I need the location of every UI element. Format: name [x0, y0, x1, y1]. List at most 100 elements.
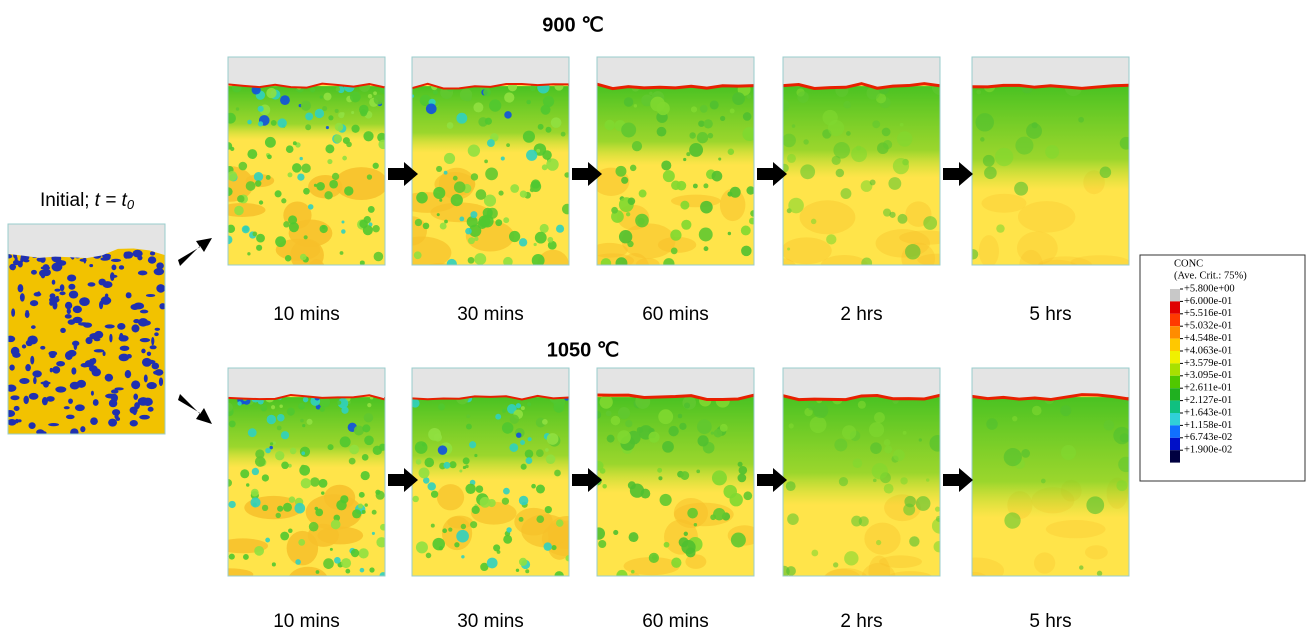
blob — [93, 399, 98, 405]
blob — [67, 319, 76, 325]
blob — [360, 470, 370, 481]
blob — [788, 423, 794, 429]
blob — [821, 267, 877, 292]
blob — [288, 528, 293, 534]
blob — [449, 461, 457, 469]
blob — [358, 491, 365, 498]
surface-layer — [228, 82, 385, 89]
blob — [301, 163, 311, 173]
blob — [657, 467, 663, 473]
blob — [1078, 116, 1084, 123]
blob — [1070, 255, 1129, 265]
blob — [424, 457, 435, 468]
blob — [109, 333, 113, 343]
blob — [432, 537, 445, 551]
row-title: 1050 ℃ — [547, 339, 620, 361]
blob — [419, 94, 432, 107]
surface-layer — [412, 394, 569, 401]
blob — [254, 545, 265, 556]
blob — [402, 579, 437, 596]
blob — [529, 187, 535, 193]
blob — [247, 252, 251, 256]
blob — [486, 557, 498, 569]
blob — [40, 381, 51, 385]
blob — [526, 99, 531, 105]
blob — [1099, 166, 1112, 179]
blob — [335, 87, 341, 92]
blob — [918, 438, 922, 442]
blob — [251, 467, 260, 476]
blob — [55, 386, 67, 393]
blob — [281, 461, 289, 470]
blob — [338, 112, 345, 119]
blob — [483, 88, 491, 97]
blob — [228, 171, 238, 182]
legend-box — [1139, 254, 1306, 482]
blob — [797, 577, 827, 591]
blob — [346, 141, 352, 148]
blob — [56, 360, 65, 367]
blob — [933, 541, 940, 553]
panel-top — [8, 224, 165, 259]
blob — [663, 258, 675, 265]
blob — [132, 249, 143, 258]
blob — [270, 120, 277, 126]
blob — [110, 272, 115, 281]
blob — [909, 536, 920, 547]
blob — [544, 505, 552, 514]
blob — [139, 338, 151, 343]
blob — [325, 125, 329, 130]
blob — [799, 200, 856, 235]
panel-top — [228, 368, 385, 400]
blob — [783, 237, 832, 265]
blob — [861, 562, 896, 576]
blob — [145, 359, 156, 364]
blob — [448, 527, 453, 532]
blob — [59, 291, 66, 296]
legend-swatch — [1170, 313, 1180, 327]
blob — [524, 449, 534, 459]
blob — [430, 523, 435, 528]
blob — [110, 389, 119, 394]
panel-frame — [411, 367, 570, 577]
blob — [554, 469, 561, 477]
blob — [677, 413, 683, 419]
blob — [1019, 249, 1043, 265]
blob — [60, 327, 66, 334]
blob — [33, 376, 37, 385]
blob — [648, 431, 660, 443]
blob — [452, 175, 458, 181]
blob — [884, 445, 893, 454]
blob — [425, 552, 432, 559]
blob — [359, 567, 365, 573]
blob — [300, 478, 312, 489]
legend-label: +1.158e-01 — [1184, 420, 1232, 431]
blob — [1017, 201, 1076, 233]
blob — [323, 92, 332, 101]
legend-label: +4.548e-01 — [1184, 333, 1232, 344]
blob — [27, 335, 38, 345]
blob — [64, 314, 72, 319]
time-label: 10 mins — [273, 304, 340, 325]
blob — [156, 284, 165, 293]
blob — [545, 448, 549, 452]
blob — [241, 225, 250, 234]
initial-variable: t = t — [95, 190, 128, 211]
blob — [430, 490, 439, 498]
blob — [329, 179, 338, 189]
blob — [737, 473, 747, 483]
legend-label: +5.800e+00 — [1184, 283, 1235, 294]
blob — [484, 117, 492, 125]
blob — [534, 231, 547, 244]
blob — [699, 104, 708, 113]
blob — [871, 462, 888, 480]
blob — [137, 270, 148, 276]
blob — [881, 127, 891, 137]
blob — [1016, 231, 1058, 265]
blob — [52, 301, 58, 310]
blob — [737, 461, 743, 467]
blob — [680, 471, 690, 480]
arrow — [178, 238, 212, 266]
blob — [1026, 123, 1042, 139]
blob — [743, 491, 753, 501]
